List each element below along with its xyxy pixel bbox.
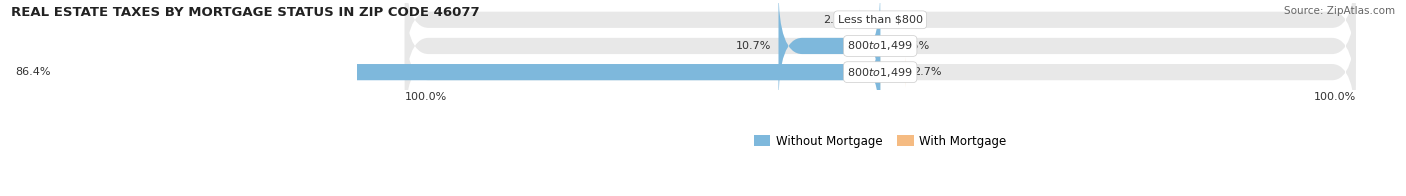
Text: 10.7%: 10.7%	[735, 41, 770, 51]
FancyBboxPatch shape	[880, 12, 891, 28]
Text: Less than $800: Less than $800	[838, 15, 922, 25]
FancyBboxPatch shape	[880, 38, 894, 54]
Text: REAL ESTATE TAXES BY MORTGAGE STATUS IN ZIP CODE 46077: REAL ESTATE TAXES BY MORTGAGE STATUS IN …	[11, 6, 479, 19]
Text: $800 to $1,499: $800 to $1,499	[848, 39, 912, 53]
Legend: Without Mortgage, With Mortgage: Without Mortgage, With Mortgage	[754, 135, 1007, 148]
FancyBboxPatch shape	[880, 57, 905, 88]
Text: Source: ZipAtlas.com: Source: ZipAtlas.com	[1284, 6, 1395, 16]
Text: 86.4%: 86.4%	[15, 67, 51, 77]
Text: 2.2%: 2.2%	[823, 15, 852, 25]
Text: 100.0%: 100.0%	[1313, 92, 1355, 102]
Text: 1.5%: 1.5%	[903, 41, 931, 51]
FancyBboxPatch shape	[59, 15, 880, 130]
Text: $800 to $1,499: $800 to $1,499	[848, 66, 912, 79]
FancyBboxPatch shape	[405, 0, 1355, 77]
Text: 100.0%: 100.0%	[405, 92, 447, 102]
FancyBboxPatch shape	[779, 0, 880, 103]
FancyBboxPatch shape	[405, 15, 1355, 130]
FancyBboxPatch shape	[859, 9, 880, 31]
Text: 1.2%: 1.2%	[900, 15, 928, 25]
Text: 2.7%: 2.7%	[914, 67, 942, 77]
FancyBboxPatch shape	[405, 0, 1355, 103]
